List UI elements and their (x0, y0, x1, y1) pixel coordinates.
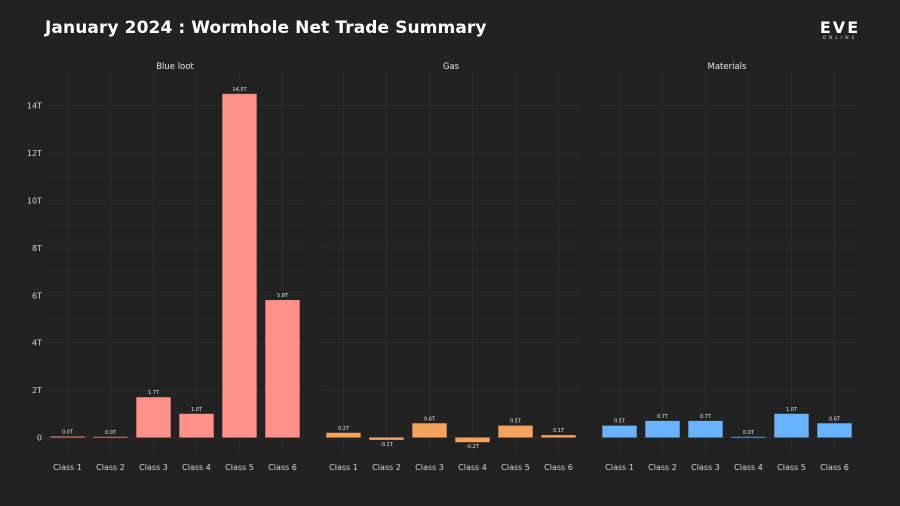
x-tick-label: Class 5 (501, 463, 530, 472)
logo-wordmark: EVE (819, 18, 861, 37)
y-tick-label: 4T (32, 339, 42, 348)
data-label: 5.8T (277, 293, 289, 299)
bar-gas-6 (541, 435, 576, 438)
panel-materials: Materials 0.5T Class 1 0.7T Class 2 0.7T Class… (598, 62, 856, 472)
bar-gas-2 (369, 437, 404, 440)
panel-title: Materials (708, 62, 748, 72)
data-label: 1.0T (786, 407, 798, 413)
chart-title: January 2024 : Wormhole Net Trade Summar… (45, 18, 487, 38)
bar-materials-5 (774, 413, 809, 438)
y-tick-label: 8T (32, 244, 42, 253)
data-label: 0.2T (338, 426, 350, 432)
x-tick-label: Class 4 (458, 463, 487, 472)
x-tick-label: Class 6 (268, 463, 297, 472)
x-tick-label: Class 1 (329, 463, 358, 472)
data-label: 0.0T (62, 430, 74, 436)
x-tick-label: Class 1 (605, 463, 634, 472)
bar-blue-loot-4 (179, 413, 214, 438)
bar-materials-4 (731, 436, 766, 438)
bar-blue-loot-5 (222, 93, 257, 438)
x-tick-label: Class 3 (139, 463, 168, 472)
data-label: 0.5T (510, 419, 522, 425)
data-label: -0.2T (466, 444, 480, 450)
y-tick-label: 14T (27, 102, 42, 111)
y-tick-label: 6T (32, 291, 42, 300)
x-tick-label: Class 3 (415, 463, 444, 472)
y-tick-label: 10T (27, 197, 42, 206)
data-label: -0.1T (380, 442, 394, 448)
panel-title: Blue loot (156, 62, 194, 72)
bar-gas-5 (498, 425, 533, 438)
y-tick-label: 0 (37, 434, 42, 443)
bar-gas-3 (412, 423, 447, 438)
data-label: 14.5T (232, 87, 247, 93)
x-tick-label: Class 4 (182, 463, 211, 472)
x-tick-label: Class 5 (225, 463, 254, 472)
data-label: 0.1T (553, 428, 565, 434)
panel-gas: Gas 0.2T Class 1 -0.1T Class 2 0.6T Class 3 -0.… (322, 62, 580, 472)
eve-online-logo: EVE ONLINE (814, 20, 866, 42)
bar-blue-loot-6 (265, 300, 300, 438)
x-tick-label: Class 4 (734, 463, 763, 472)
y-tick-label: 12T (27, 149, 42, 158)
x-tick-label: Class 2 (648, 463, 677, 472)
bar-materials-1 (602, 425, 637, 438)
y-tick-label: 2T (32, 386, 42, 395)
x-tick-label: Class 2 (96, 463, 125, 472)
bar-gas-1 (326, 432, 361, 438)
panel-blue-loot: Blue loot 0.0T Class 1 0.0T Class 2 1.7T Class… (46, 62, 304, 472)
data-label: 0.7T (657, 414, 669, 420)
data-label: 1.7T (148, 390, 160, 396)
data-label: 0.0T (743, 430, 755, 436)
bar-blue-loot-2 (93, 436, 128, 438)
logo-subtitle: ONLINE (822, 36, 858, 41)
x-tick-label: Class 3 (691, 463, 720, 472)
bar-materials-2 (645, 420, 680, 438)
bar-blue-loot-1 (50, 436, 85, 438)
data-label: 0.0T (105, 430, 117, 436)
data-label: 1.0T (191, 407, 203, 413)
data-label: 0.7T (700, 414, 712, 420)
x-tick-label: Class 1 (53, 463, 82, 472)
bar-materials-6 (817, 423, 852, 438)
x-tick-label: Class 5 (777, 463, 806, 472)
x-tick-label: Class 2 (372, 463, 401, 472)
bar-blue-loot-3 (136, 397, 171, 438)
bar-materials-3 (688, 420, 723, 438)
bar-gas-4 (455, 437, 490, 443)
data-label: 0.5T (614, 419, 626, 425)
data-label: 0.6T (424, 416, 436, 422)
panel-title: Gas (443, 62, 460, 72)
x-tick-label: Class 6 (544, 463, 573, 472)
x-tick-label: Class 6 (820, 463, 849, 472)
data-label: 0.6T (829, 416, 841, 422)
